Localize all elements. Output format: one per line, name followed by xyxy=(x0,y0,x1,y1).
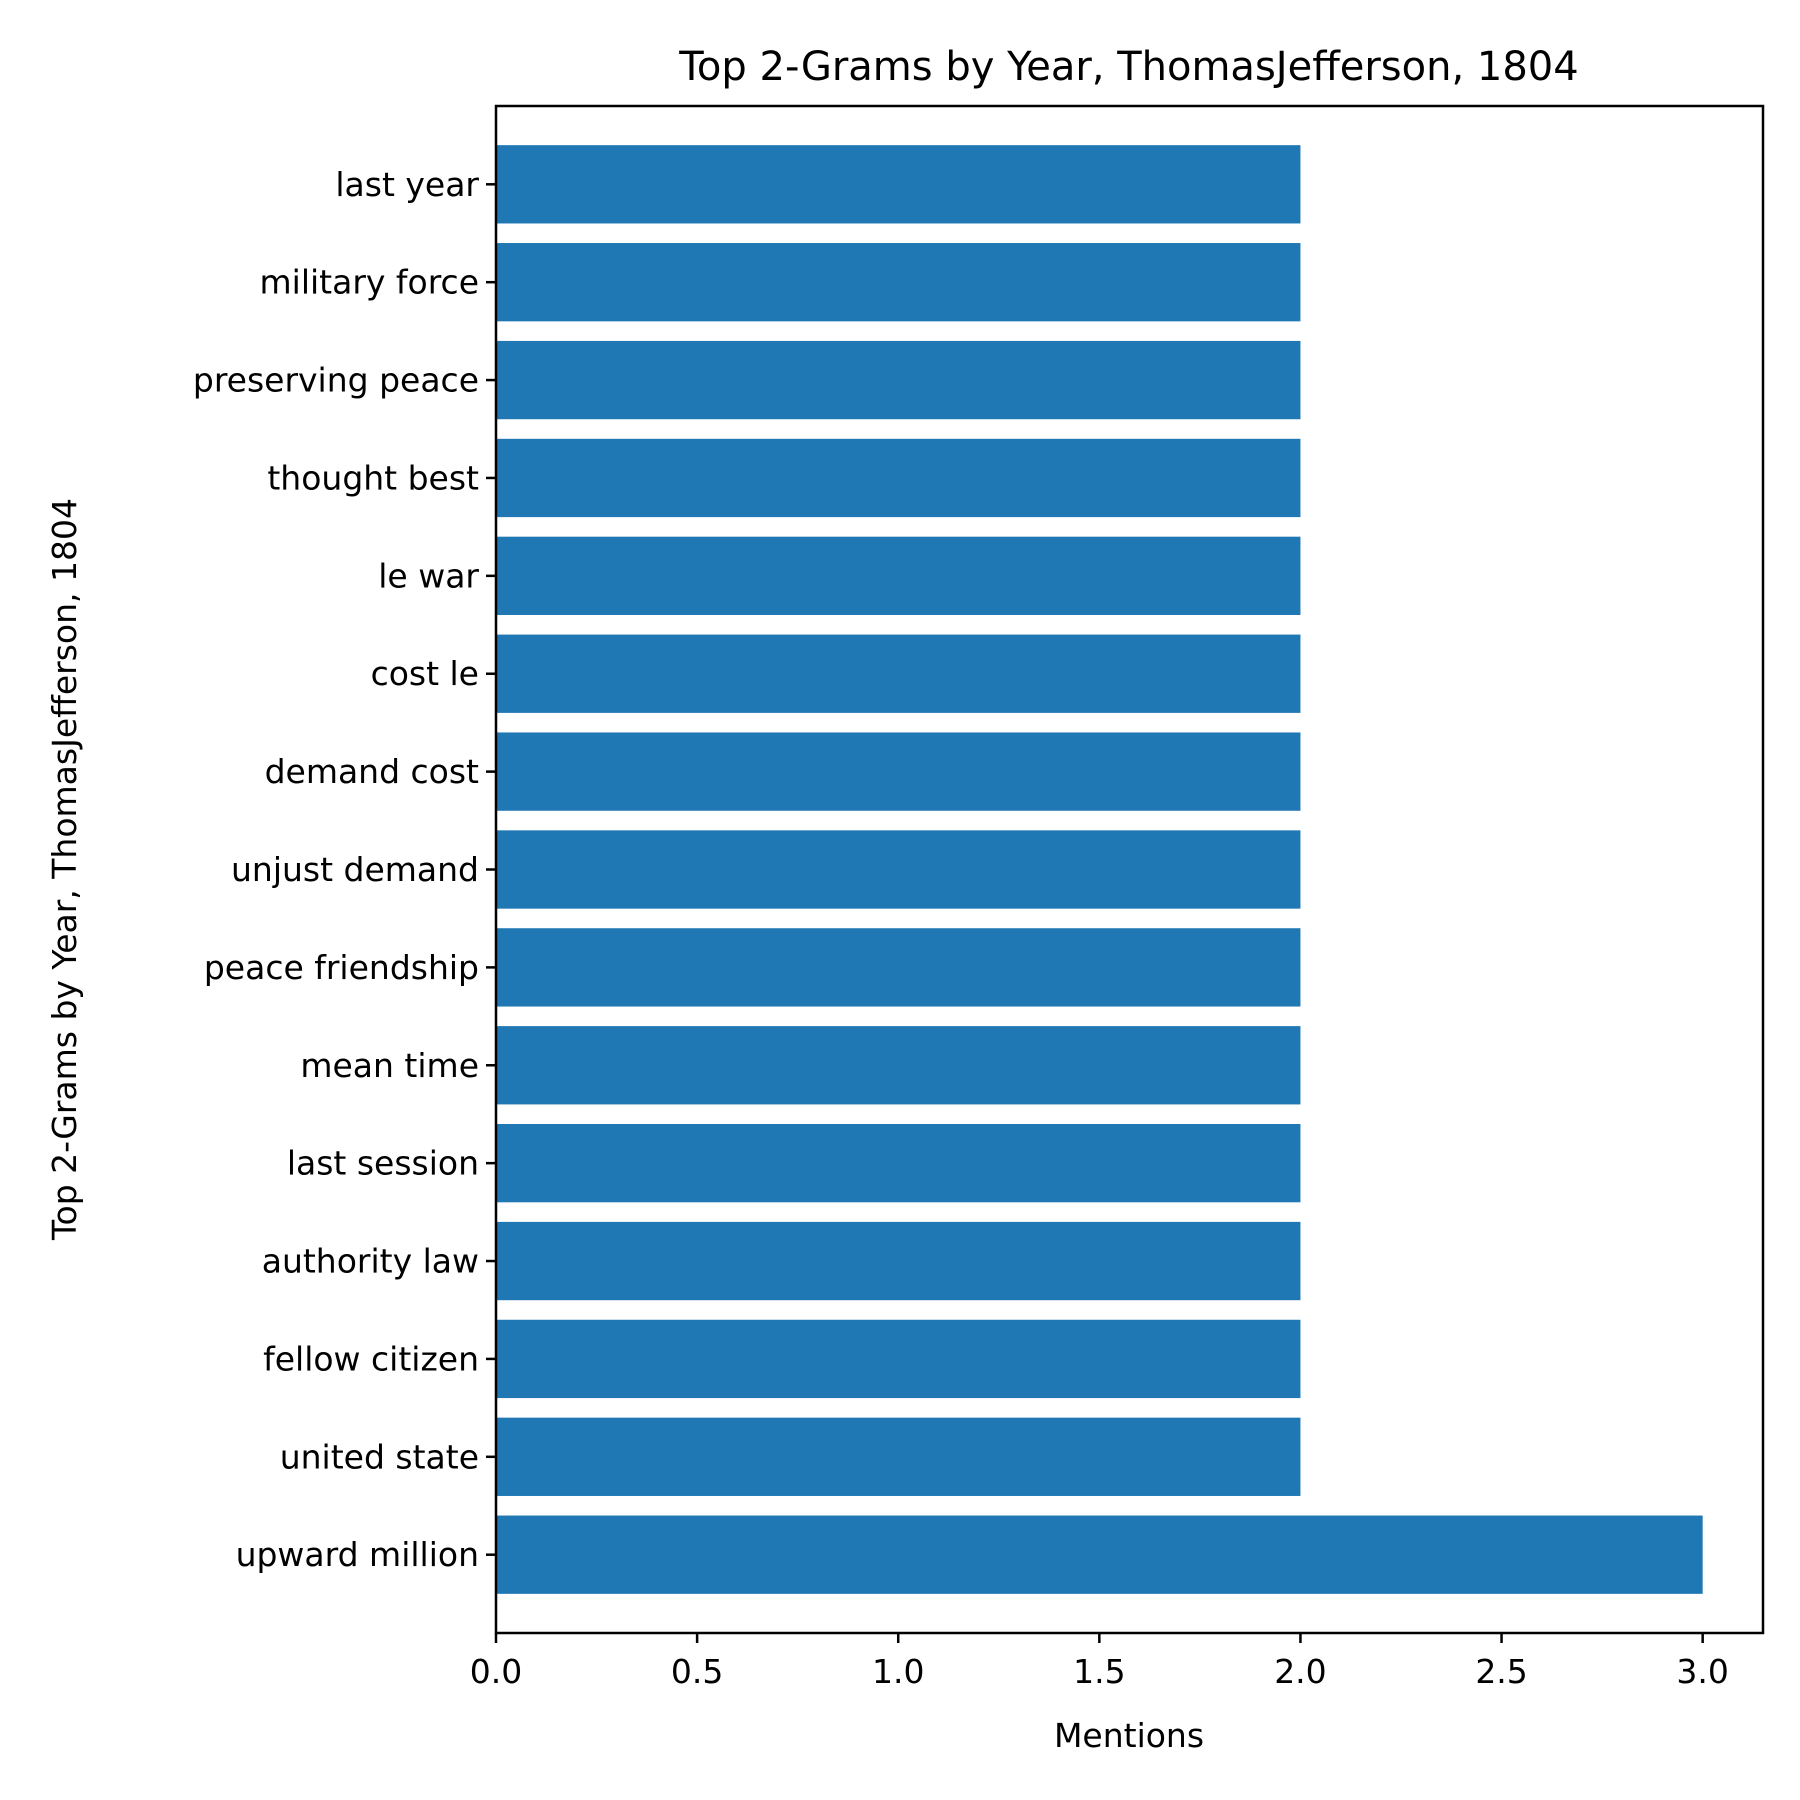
bar-preserving-peace xyxy=(496,340,1301,420)
axes-frame xyxy=(494,104,1765,1635)
bar-last-session xyxy=(496,1124,1301,1203)
bar-authority-law xyxy=(496,1221,1301,1301)
y-tick-label: peace friendship xyxy=(204,948,479,987)
x-tick-label: 0.0 xyxy=(470,1652,522,1691)
y-tick-label: mean time xyxy=(300,1046,479,1085)
y-tick-label: unjust demand xyxy=(231,850,479,889)
bar-le-war xyxy=(496,536,1301,615)
y-tick-label: military force xyxy=(260,263,480,302)
y-tick-label: last session xyxy=(287,1144,479,1183)
plot-area: upward million united state fellow citizen… xyxy=(193,145,1729,1691)
y-tick-label: upward million xyxy=(236,1535,479,1574)
x-tick-label: 1.5 xyxy=(1073,1652,1125,1691)
x-tick-label: 1.0 xyxy=(872,1652,924,1691)
bar-unjust-demand xyxy=(496,830,1301,909)
y-tick-label: demand cost xyxy=(265,752,479,791)
y-tick-label: cost le xyxy=(371,654,479,693)
x-tick-label: 0.5 xyxy=(671,1652,723,1691)
y-tick-label: fellow citizen xyxy=(263,1339,479,1378)
y-tick-label: preserving peace xyxy=(193,361,479,400)
bar-united-state xyxy=(496,1417,1301,1496)
y-tick-label: united state xyxy=(280,1437,479,1476)
y-axis-label: Top 2-Grams by Year, ThomasJefferson, 18… xyxy=(45,498,84,1241)
bar-demand-cost xyxy=(496,732,1301,811)
x-axis-label: Mentions xyxy=(1054,1716,1204,1755)
x-tick-label: 2.5 xyxy=(1475,1652,1527,1691)
chart-title: Top 2-Grams by Year, ThomasJefferson, 18… xyxy=(678,44,1578,90)
y-tick-label: le war xyxy=(378,556,479,595)
bar-military-force xyxy=(496,243,1301,322)
bar-fellow-citizen xyxy=(496,1319,1301,1399)
y-tick-label: authority law xyxy=(262,1242,479,1281)
bar-last-year xyxy=(496,145,1301,224)
y-tick-label: thought best xyxy=(267,458,479,497)
x-tick-label: 3.0 xyxy=(1676,1652,1728,1691)
bar-peace-friendship xyxy=(496,928,1301,1007)
bar-mean-time xyxy=(496,1026,1301,1105)
x-tick-label: 2.0 xyxy=(1274,1652,1326,1691)
bar-upward-million xyxy=(496,1515,1703,1594)
y-tick-label: last year xyxy=(335,165,479,204)
bar-cost-le xyxy=(496,634,1301,713)
bar-thought-best xyxy=(496,438,1301,518)
